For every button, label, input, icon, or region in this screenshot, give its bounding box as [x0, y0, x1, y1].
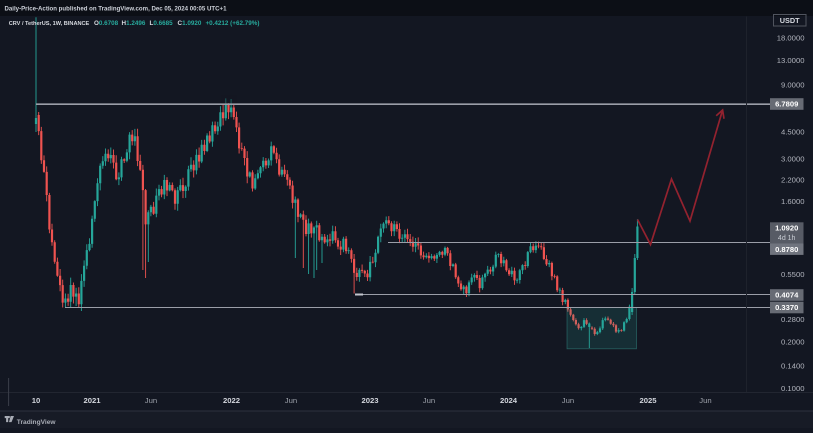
svg-text:9.0000: 9.0000: [781, 81, 805, 90]
svg-text:USDT: USDT: [780, 16, 800, 25]
svg-text:O0.6708: O0.6708: [94, 20, 119, 27]
svg-text:Jun: Jun: [423, 396, 435, 405]
svg-text:Daily-Price-Action published o: Daily-Price-Action published on TradingV…: [5, 6, 228, 13]
svg-text:0.1400: 0.1400: [781, 361, 805, 370]
svg-text:10: 10: [32, 396, 41, 405]
svg-text:6.7809: 6.7809: [775, 100, 798, 109]
svg-text:0.1000: 0.1000: [781, 384, 805, 393]
svg-text:1.6000: 1.6000: [781, 197, 805, 206]
svg-text:1.0920: 1.0920: [775, 224, 798, 233]
svg-text:C1.0920: C1.0920: [178, 20, 202, 27]
svg-text:2021: 2021: [83, 396, 101, 405]
svg-text:L0.6685: L0.6685: [150, 20, 174, 27]
svg-text:4.5000: 4.5000: [781, 128, 805, 137]
svg-text:2025: 2025: [639, 396, 657, 405]
svg-text:0.5500: 0.5500: [781, 270, 805, 279]
svg-text:Jun: Jun: [562, 396, 574, 405]
svg-text:2024: 2024: [500, 396, 518, 405]
svg-text:0.3370: 0.3370: [775, 303, 798, 312]
svg-text:+0.4212 (+62.79%): +0.4212 (+62.79%): [206, 20, 260, 27]
svg-text:Jun: Jun: [285, 396, 297, 405]
svg-text:CRV / TetherUS, 1W, BINANCE: CRV / TetherUS, 1W, BINANCE: [9, 21, 90, 27]
svg-text:TradingView: TradingView: [17, 419, 57, 426]
svg-text:H1.2496: H1.2496: [122, 20, 146, 27]
svg-text:0.8780: 0.8780: [775, 245, 798, 254]
svg-text:3.0000: 3.0000: [781, 155, 805, 164]
svg-text:13.0000: 13.0000: [777, 56, 805, 65]
svg-text:2.2000: 2.2000: [781, 176, 805, 185]
svg-text:0.2800: 0.2800: [781, 315, 805, 324]
svg-text:0.2000: 0.2000: [781, 338, 805, 347]
svg-text:4d 1h: 4d 1h: [778, 235, 796, 242]
svg-text:Jun: Jun: [699, 396, 711, 405]
svg-text:2022: 2022: [223, 396, 240, 405]
svg-text:0.4074: 0.4074: [775, 291, 799, 300]
svg-text:2023: 2023: [361, 396, 378, 405]
svg-text:Jun: Jun: [145, 396, 157, 405]
svg-text:18.0000: 18.0000: [777, 34, 805, 43]
